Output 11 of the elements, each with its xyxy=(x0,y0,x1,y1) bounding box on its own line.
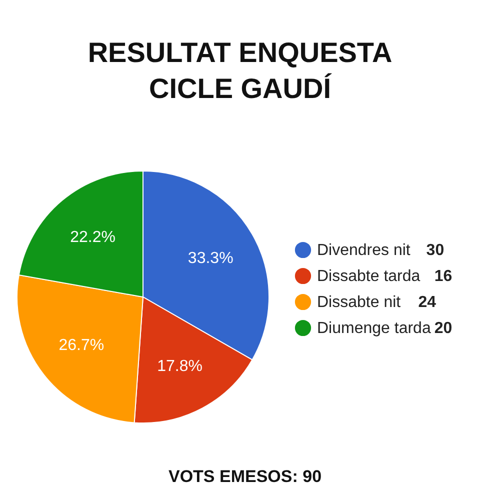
text: RESULTAT ENQUESTA xyxy=(88,37,392,68)
legend-label: Dissabte nit 24 xyxy=(317,294,436,311)
legend-label: Divendres nit 30 xyxy=(317,242,444,259)
legend-label: Dissabte tarda 16 xyxy=(317,268,452,285)
text: CICLE GAUDÍ xyxy=(149,73,331,104)
data-label: 22.2% xyxy=(70,229,116,246)
data-label: 33.3% xyxy=(188,250,234,267)
text: VOTS EMESOS: 90 xyxy=(168,467,322,486)
data-label: 17.8% xyxy=(157,358,202,375)
legend-label: Diumenge tarda 20 xyxy=(317,320,452,337)
data-label: 26.7% xyxy=(58,337,104,354)
